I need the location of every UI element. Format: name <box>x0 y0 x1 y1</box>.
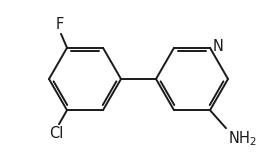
Text: F: F <box>56 17 64 32</box>
Text: Cl: Cl <box>49 126 63 141</box>
Text: N: N <box>213 39 224 54</box>
Text: NH$_2$: NH$_2$ <box>228 129 257 148</box>
